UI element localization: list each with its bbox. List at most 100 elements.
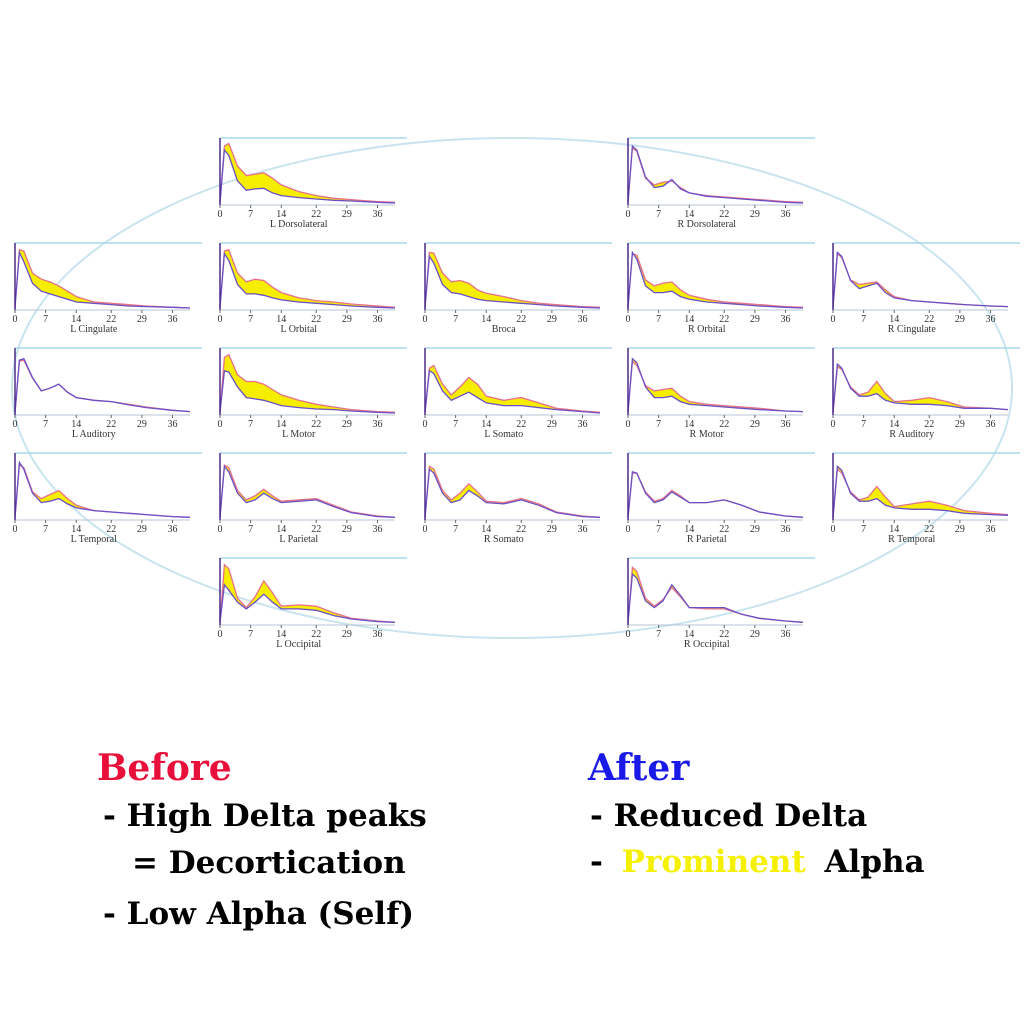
x-tick-label: 7 <box>861 419 866 430</box>
x-tick-label: 22 <box>719 419 729 430</box>
chart-title: L Cingulate <box>70 324 118 335</box>
x-tick-label: 14 <box>71 524 81 535</box>
spectrum-line <box>627 144 804 204</box>
chart-title: R Somato <box>484 534 524 545</box>
x-tick-label: 36 <box>373 419 383 430</box>
spectrum-line <box>627 566 804 623</box>
x-tick-label: 22 <box>516 419 526 430</box>
spectrum-chart: 0 7 14 22 29 36 L Parietal <box>218 452 407 545</box>
x-tick-label: 29 <box>955 524 965 535</box>
x-tick-label: 29 <box>342 209 352 220</box>
x-tick-label: 36 <box>781 314 791 325</box>
x-tick-label: 36 <box>578 314 588 325</box>
x-tick-label: 36 <box>986 419 996 430</box>
spectrum-chart: 0 7 14 22 29 36 R Somato <box>423 452 612 545</box>
spectrum-line <box>627 250 804 309</box>
x-tick-label: 36 <box>578 419 588 430</box>
x-tick-label: 14 <box>889 524 899 535</box>
x-tick-label: 22 <box>924 419 934 430</box>
x-tick-label: 7 <box>43 419 48 430</box>
spectrum-chart: 0 7 14 22 29 36 R Auditory <box>831 347 1020 440</box>
x-tick-label: 7 <box>656 314 661 325</box>
x-tick-label: 7 <box>248 524 253 535</box>
spectrum-line <box>219 369 396 414</box>
x-tick-label: 0 <box>423 419 428 430</box>
x-tick-label: 22 <box>106 419 116 430</box>
x-tick-label: 0 <box>423 524 428 535</box>
spectrum-chart: 0 7 14 22 29 36 L Occipital <box>218 557 407 650</box>
x-tick-label: 29 <box>342 314 352 325</box>
x-tick-label: 29 <box>547 419 557 430</box>
spectrum-chart: 0 7 14 22 29 36 R Dorsolateral <box>626 137 815 230</box>
x-tick-label: 36 <box>168 314 178 325</box>
x-tick-label: 29 <box>547 524 557 535</box>
x-tick-label: 0 <box>13 419 18 430</box>
x-tick-label: 22 <box>311 419 321 430</box>
x-tick-label: 36 <box>781 629 791 640</box>
x-tick-label: 29 <box>137 419 147 430</box>
spectrum-line <box>14 248 191 309</box>
spectrum-chart: 0 7 14 22 29 36 L Somato <box>423 347 612 440</box>
chart-title: R Orbital <box>688 324 726 335</box>
x-tick-label: 29 <box>137 314 147 325</box>
difference-fill <box>15 358 190 413</box>
x-tick-label: 7 <box>453 419 458 430</box>
x-tick-label: 0 <box>13 314 18 325</box>
x-tick-label: 0 <box>626 314 631 325</box>
spectrum-chart: 0 7 14 22 29 36 L Motor <box>218 347 407 440</box>
x-tick-label: 0 <box>831 524 836 535</box>
spectrum-line <box>219 251 396 309</box>
chart-title: R Dorsolateral <box>677 219 736 230</box>
x-tick-label: 7 <box>43 524 48 535</box>
spectrum-chart: 0 7 14 22 29 36 L Orbital <box>218 242 407 335</box>
chart-title: L Motor <box>282 429 316 440</box>
spectrum-chart: 0 7 14 22 29 36 L Temporal <box>13 452 202 545</box>
x-tick-label: 7 <box>248 419 253 430</box>
spectrum-line <box>219 148 396 204</box>
chart-title: Broca <box>492 324 516 335</box>
after-word: Alpha <box>824 844 925 880</box>
x-tick-label: 7 <box>656 209 661 220</box>
spectrum-line <box>219 248 396 308</box>
difference-fill <box>220 564 395 623</box>
difference-fill <box>628 146 803 203</box>
x-tick-label: 7 <box>248 314 253 325</box>
difference-fill <box>628 358 803 413</box>
x-tick-label: 22 <box>924 314 934 325</box>
difference-fill <box>220 249 395 308</box>
after-line: - Prominent Alpha <box>590 844 925 880</box>
chart-title: L Occipital <box>276 639 321 650</box>
spectrum-line <box>219 563 396 623</box>
x-tick-label: 29 <box>750 524 760 535</box>
chart-title: R Auditory <box>889 429 934 440</box>
spectrum-line <box>219 353 396 413</box>
x-tick-label: 14 <box>481 524 491 535</box>
dash: - <box>590 844 603 880</box>
difference-fill <box>425 365 600 413</box>
spectrum-line <box>832 365 1009 413</box>
spectrum-line <box>424 369 601 414</box>
spectrum-line <box>14 357 191 413</box>
chart-title: R Cingulate <box>888 324 937 335</box>
x-tick-label: 22 <box>719 209 729 220</box>
spectrum-line <box>14 359 191 413</box>
x-tick-label: 36 <box>578 524 588 535</box>
x-tick-label: 22 <box>516 524 526 535</box>
spectrum-line <box>627 572 804 623</box>
x-tick-label: 36 <box>373 524 383 535</box>
spectrum-chart: 0 7 14 22 29 36 R Orbital <box>626 242 815 335</box>
x-tick-label: 29 <box>750 209 760 220</box>
chart-title: R Motor <box>690 429 725 440</box>
after-line: - Reduced Delta <box>590 798 867 834</box>
x-tick-label: 36 <box>373 314 383 325</box>
x-tick-label: 22 <box>516 314 526 325</box>
x-tick-label: 36 <box>168 419 178 430</box>
spectrum-line <box>219 583 396 623</box>
x-tick-label: 29 <box>342 629 352 640</box>
x-tick-label: 36 <box>986 314 996 325</box>
spectrum-line <box>627 470 804 518</box>
x-tick-label: 0 <box>13 524 18 535</box>
after-heading: After <box>587 747 690 789</box>
difference-fill <box>628 471 803 518</box>
x-tick-label: 14 <box>889 314 899 325</box>
